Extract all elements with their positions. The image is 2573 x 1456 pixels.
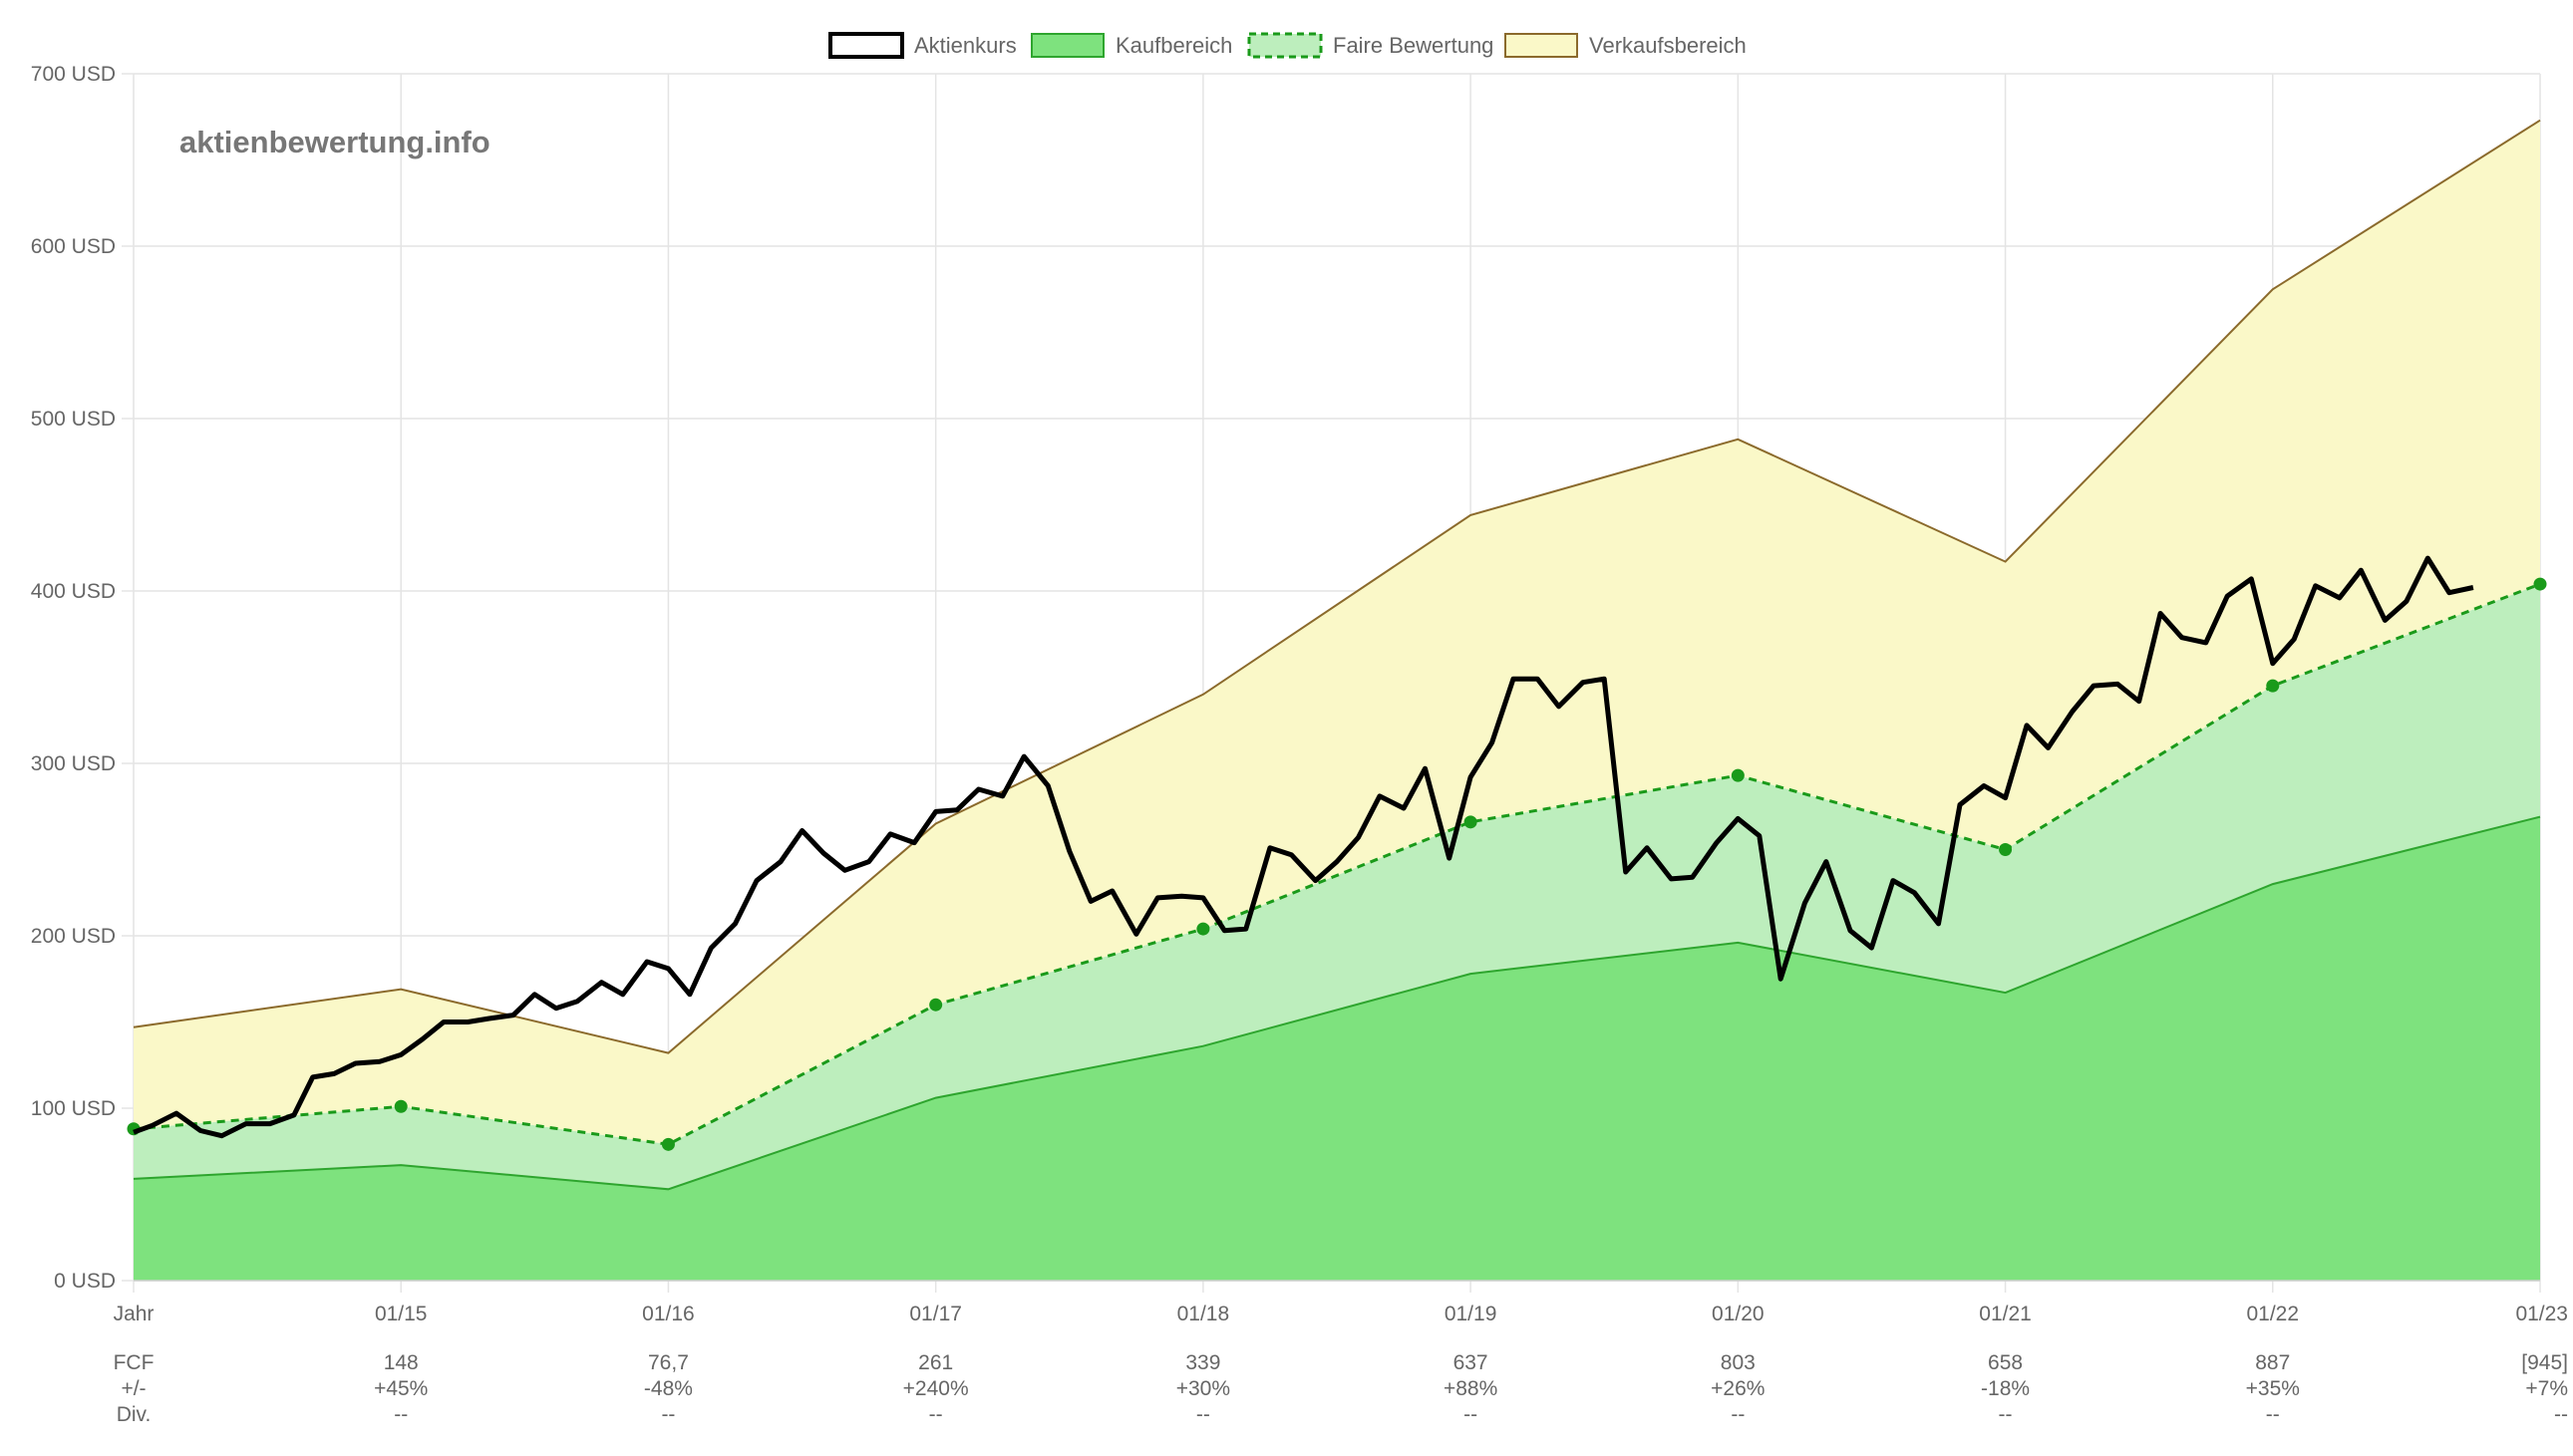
fair-value-point [1196,922,1210,936]
y-tick-label: 500 USD [31,408,116,431]
fair-line [133,582,2541,1146]
fair-area [134,584,2540,1190]
fair-value-point [1463,815,1477,829]
axis-labels: 0 USD 100 USD 200 USD 300 USD 400 USD 500 USD… [31,63,2568,1325]
legend-swatch-fair [1247,32,1323,59]
table-cell: +7% [2525,1377,2568,1400]
legend-label-fair: Faire Bewertung [1333,33,1493,58]
series-lines [133,119,2541,1191]
fair-value-point [929,998,943,1012]
valuation-areas [134,120,2540,1281]
buy-line [133,815,2541,1191]
table-cell: -- [1999,1403,2013,1426]
table-cell: -48% [644,1377,693,1400]
y-tick-label: 100 USD [31,1097,116,1120]
table-row-label: Div. [117,1403,152,1426]
table-cell: 261 [918,1351,953,1374]
fair-value-point [2266,679,2280,693]
buy-area [134,816,2540,1281]
table-cell: +88% [1444,1377,1497,1400]
table-cell: -- [2266,1403,2280,1426]
sell-area [134,120,2540,1145]
price-line-group [133,555,2474,1139]
legend-swatch-price [828,32,904,59]
table-cell: +30% [1176,1377,1230,1400]
fair-value-points [127,577,2547,1151]
table-cell: [945] [2521,1351,2568,1374]
sell-line [133,119,2541,1054]
table-cell: 637 [1453,1351,1488,1374]
x-tick-label: 01/17 [909,1303,962,1325]
table-cell: 887 [2255,1351,2290,1374]
table-cell: 76,7 [648,1351,689,1374]
x-tick-label: 01/16 [642,1303,695,1325]
fair-value-point [1731,768,1745,782]
y-tick-label: 300 USD [31,752,116,775]
x-tick-label: 01/21 [1979,1303,2032,1325]
table-cell: 803 [1721,1351,1756,1374]
table-cell: -- [929,1403,943,1426]
x-tick-label: 01/22 [2246,1303,2299,1325]
fcf-table: FCF 148 76,7 261 339 637 803 658 887 [945] +/- +45%… [114,1351,2568,1426]
legend-label-price: Aktienkurs [914,33,1017,58]
table-cell: 658 [1988,1351,2023,1374]
x-tick-label: 01/18 [1177,1303,1230,1325]
y-tick-label: 400 USD [31,580,116,603]
fair-value-point [2533,577,2547,591]
table-row-label: FCF [114,1351,155,1374]
table-cell: +45% [374,1377,428,1400]
watermark-text: aktienbewertung.info [179,125,490,159]
x-tick-label: 01/15 [375,1303,428,1325]
x-tick-label: Jahr [114,1303,155,1325]
y-tick-label: 200 USD [31,925,116,948]
legend-swatch-sell [1504,33,1578,58]
table-cell: -- [661,1403,675,1426]
fair-value-point [1999,843,2013,856]
table-row-label: +/- [121,1377,146,1400]
x-tick-label: 01/19 [1445,1303,1497,1325]
fair-value-point [661,1137,675,1151]
y-tick-label: 0 USD [54,1270,116,1293]
x-tick-label: 01/20 [1712,1303,1765,1325]
y-tick-label: 700 USD [31,63,116,86]
price-line [133,555,2474,1139]
table-cell: -- [394,1403,408,1426]
table-cell: -18% [1981,1377,2030,1400]
x-tick-label: 01/23 [2515,1303,2568,1325]
chart-legend: Aktienkurs Kaufbereich Faire Bewertung Verk… [828,32,1747,59]
table-cell: +240% [903,1377,969,1400]
table-cell: 148 [384,1351,419,1374]
legend-label-buy: Kaufbereich [1116,33,1232,58]
legend-label-sell: Verkaufsbereich [1589,33,1747,58]
table-cell: -- [1731,1403,1745,1426]
table-cell: 339 [1185,1351,1220,1374]
table-cell: -- [1463,1403,1477,1426]
table-cell: +35% [2246,1377,2300,1400]
legend-swatch-buy [1031,33,1105,58]
table-cell: -- [1196,1403,1210,1426]
fair-value-point [394,1099,408,1113]
table-cell: +26% [1711,1377,1765,1400]
y-tick-label: 600 USD [31,235,116,258]
table-cell: -- [2554,1403,2568,1426]
